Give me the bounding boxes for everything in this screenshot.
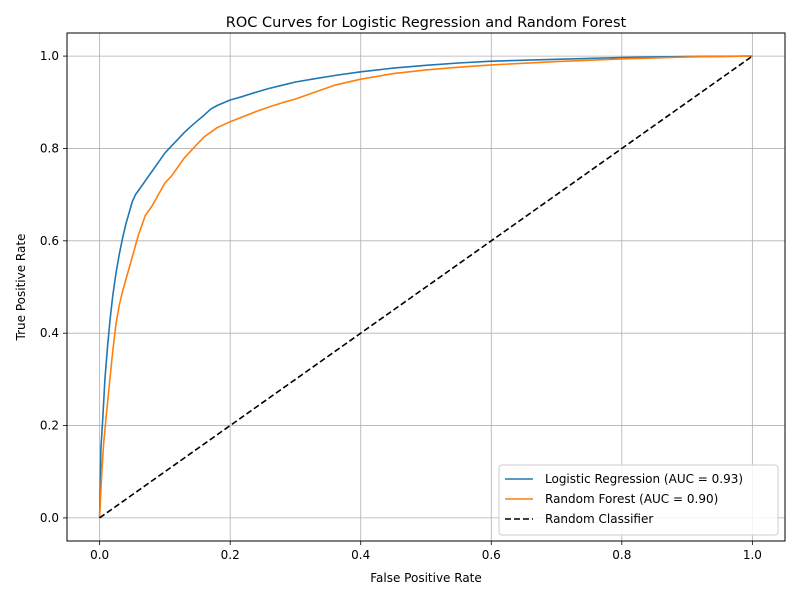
series-line-3 [99, 55, 753, 519]
y-tick-label: 0.4 [40, 326, 59, 340]
x-tick-label: 0.2 [221, 548, 240, 562]
chart-title: ROC Curves for Logistic Regression and R… [226, 15, 627, 31]
series-line-2 [98, 55, 753, 518]
grid [67, 33, 785, 541]
series-line-1 [98, 55, 753, 518]
x-tick-label: 0.8 [612, 548, 631, 562]
x-axis-label: False Positive Rate [370, 571, 482, 585]
y-tick-label: 1.0 [40, 49, 59, 63]
series-lines [98, 55, 753, 519]
x-tick-label: 0.0 [90, 548, 109, 562]
legend: Logistic Regression (AUC = 0.93) Random F… [498, 464, 779, 536]
x-tick-label: 0.4 [351, 548, 370, 562]
x-tick-label: 0.6 [482, 548, 501, 562]
legend-label: Random Forest (AUC = 0.90) [545, 492, 718, 506]
y-tick-label: 0.8 [40, 141, 59, 155]
x-tick-label: 1.0 [743, 548, 762, 562]
legend-label: Logistic Regression (AUC = 0.93) [545, 472, 743, 486]
legend-label: Random Classifier [545, 512, 653, 526]
y-tick-label: 0.0 [40, 511, 59, 525]
legend-box [498, 464, 779, 536]
y-tick-label: 0.6 [40, 234, 59, 248]
plot-frame [66, 32, 786, 542]
y-axis-label: True Positive Rate [14, 234, 28, 342]
y-tick-label: 0.2 [40, 419, 59, 433]
ticks: 0.0 0.2 0.4 0.6 0.8 1.0 0.0 0.2 0.4 0.6 0.8 1.0 [40, 49, 762, 562]
